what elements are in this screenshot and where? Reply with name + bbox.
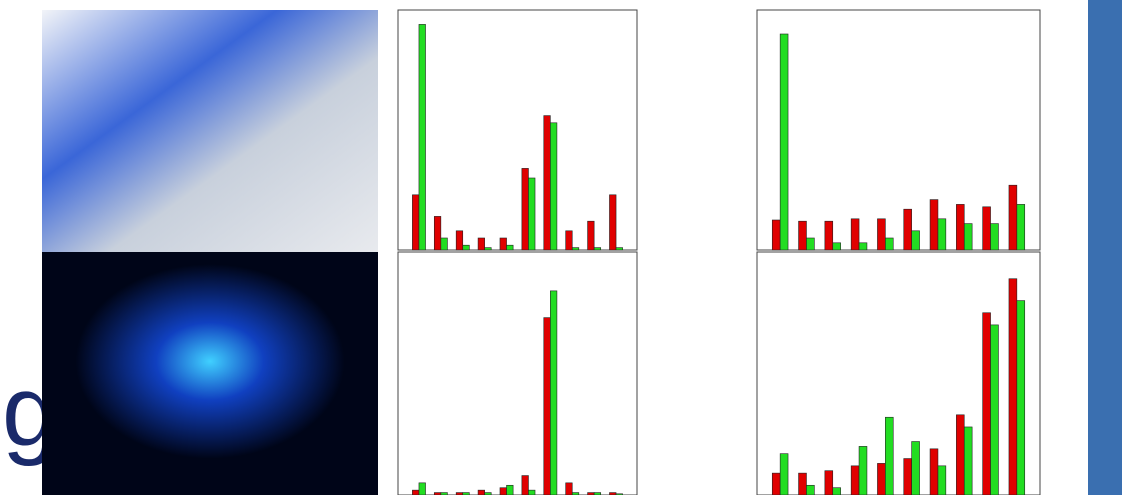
bar [1017,301,1025,495]
bar [412,490,419,495]
bar [799,221,807,250]
bar [885,417,893,495]
bar [964,224,972,250]
bar [983,313,991,495]
bar [833,243,841,250]
bar [609,195,616,250]
bar [851,466,859,495]
bar [412,195,419,250]
bar [859,243,867,250]
bar [806,238,814,250]
bar [1009,279,1017,495]
bar [930,449,938,495]
bar [930,200,938,250]
bar [1009,185,1017,250]
slide: g [0,0,1122,495]
bar [528,490,535,495]
bar [806,485,814,495]
bar [1017,204,1025,250]
bar [528,178,535,250]
lightning-image [42,252,378,495]
bar [507,485,514,495]
bar [485,248,492,250]
bar [904,209,912,250]
bar [991,325,999,495]
bar [772,473,780,495]
plot-frame [398,10,637,250]
bar [956,415,964,495]
bar [478,238,485,250]
bar [833,488,841,495]
bar [964,427,972,495]
bar [991,224,999,250]
bar [956,204,964,250]
plot-frame [398,252,637,495]
bar [912,442,920,495]
bar [544,116,551,250]
bar [851,219,859,250]
bar [522,476,529,495]
bar [419,24,426,250]
bar [877,463,885,495]
bar [825,221,833,250]
bar [877,219,885,250]
bar [938,219,946,250]
bar [566,231,573,250]
bar [859,446,867,495]
bar [572,248,579,250]
stadium-image [42,10,378,252]
bar [419,483,426,495]
bar [594,248,601,250]
bar [825,471,833,495]
bar [434,216,441,250]
bar [456,231,463,250]
bar [772,220,780,250]
bar [588,221,595,250]
bar [904,459,912,495]
bar [478,490,485,495]
bar [500,238,507,250]
side-bar [1088,0,1122,495]
bar [550,291,557,495]
bar [799,473,807,495]
bar [780,34,788,250]
bar [550,123,557,250]
bar [938,466,946,495]
plot-frame [757,10,1040,250]
bar [441,238,448,250]
bar [983,207,991,250]
bar [463,245,470,250]
bar [616,248,623,250]
bar [544,318,551,495]
bar [507,245,514,250]
bar [912,231,920,250]
bar [522,168,529,250]
bar [885,238,893,250]
bar [500,488,507,495]
bar [780,454,788,495]
bar [566,483,573,495]
